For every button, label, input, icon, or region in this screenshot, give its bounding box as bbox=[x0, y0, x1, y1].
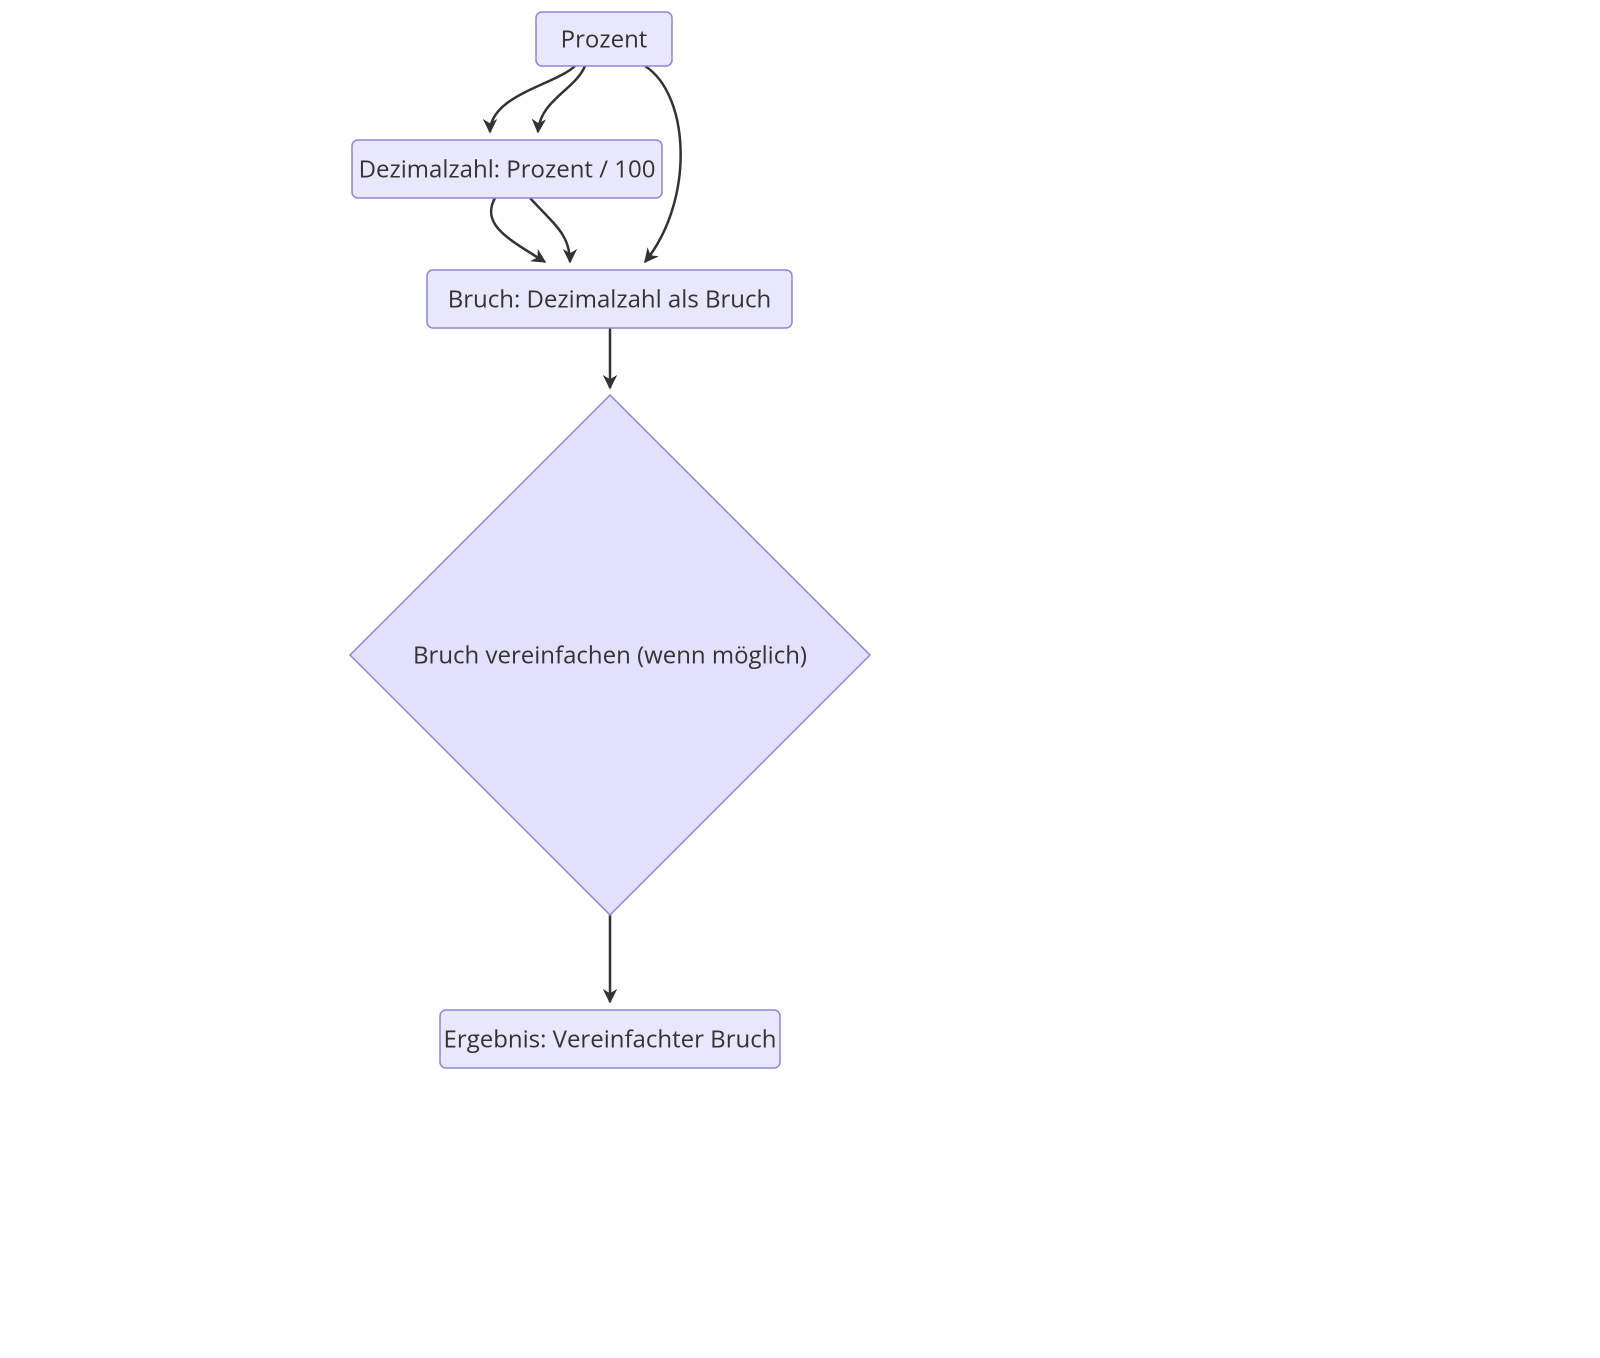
flowchart-canvas: Prozent Dezimalzahl: Prozent / 100 Bruch: … bbox=[0, 0, 1600, 1358]
node-n5: Ergebnis: Vereinfachter Bruch bbox=[440, 1010, 780, 1068]
node-n2: Dezimalzahl: Prozent / 100 bbox=[352, 140, 662, 198]
edge bbox=[530, 198, 570, 262]
node-n3: Bruch: Dezimalzahl als Bruch bbox=[427, 270, 792, 328]
edge bbox=[490, 66, 575, 132]
node-label: Bruch vereinfachen (wenn möglich) bbox=[413, 639, 807, 672]
edge bbox=[491, 198, 545, 262]
node-label: Prozent bbox=[561, 23, 648, 56]
nodes-group: Prozent Dezimalzahl: Prozent / 100 Bruch: … bbox=[350, 12, 870, 1068]
node-label: Ergebnis: Vereinfachter Bruch bbox=[444, 1023, 777, 1056]
node-label: Bruch: Dezimalzahl als Bruch bbox=[448, 283, 772, 316]
node-n4: Bruch vereinfachen (wenn möglich) bbox=[350, 395, 870, 915]
node-n1: Prozent bbox=[536, 12, 672, 66]
node-label: Dezimalzahl: Prozent / 100 bbox=[359, 153, 656, 186]
